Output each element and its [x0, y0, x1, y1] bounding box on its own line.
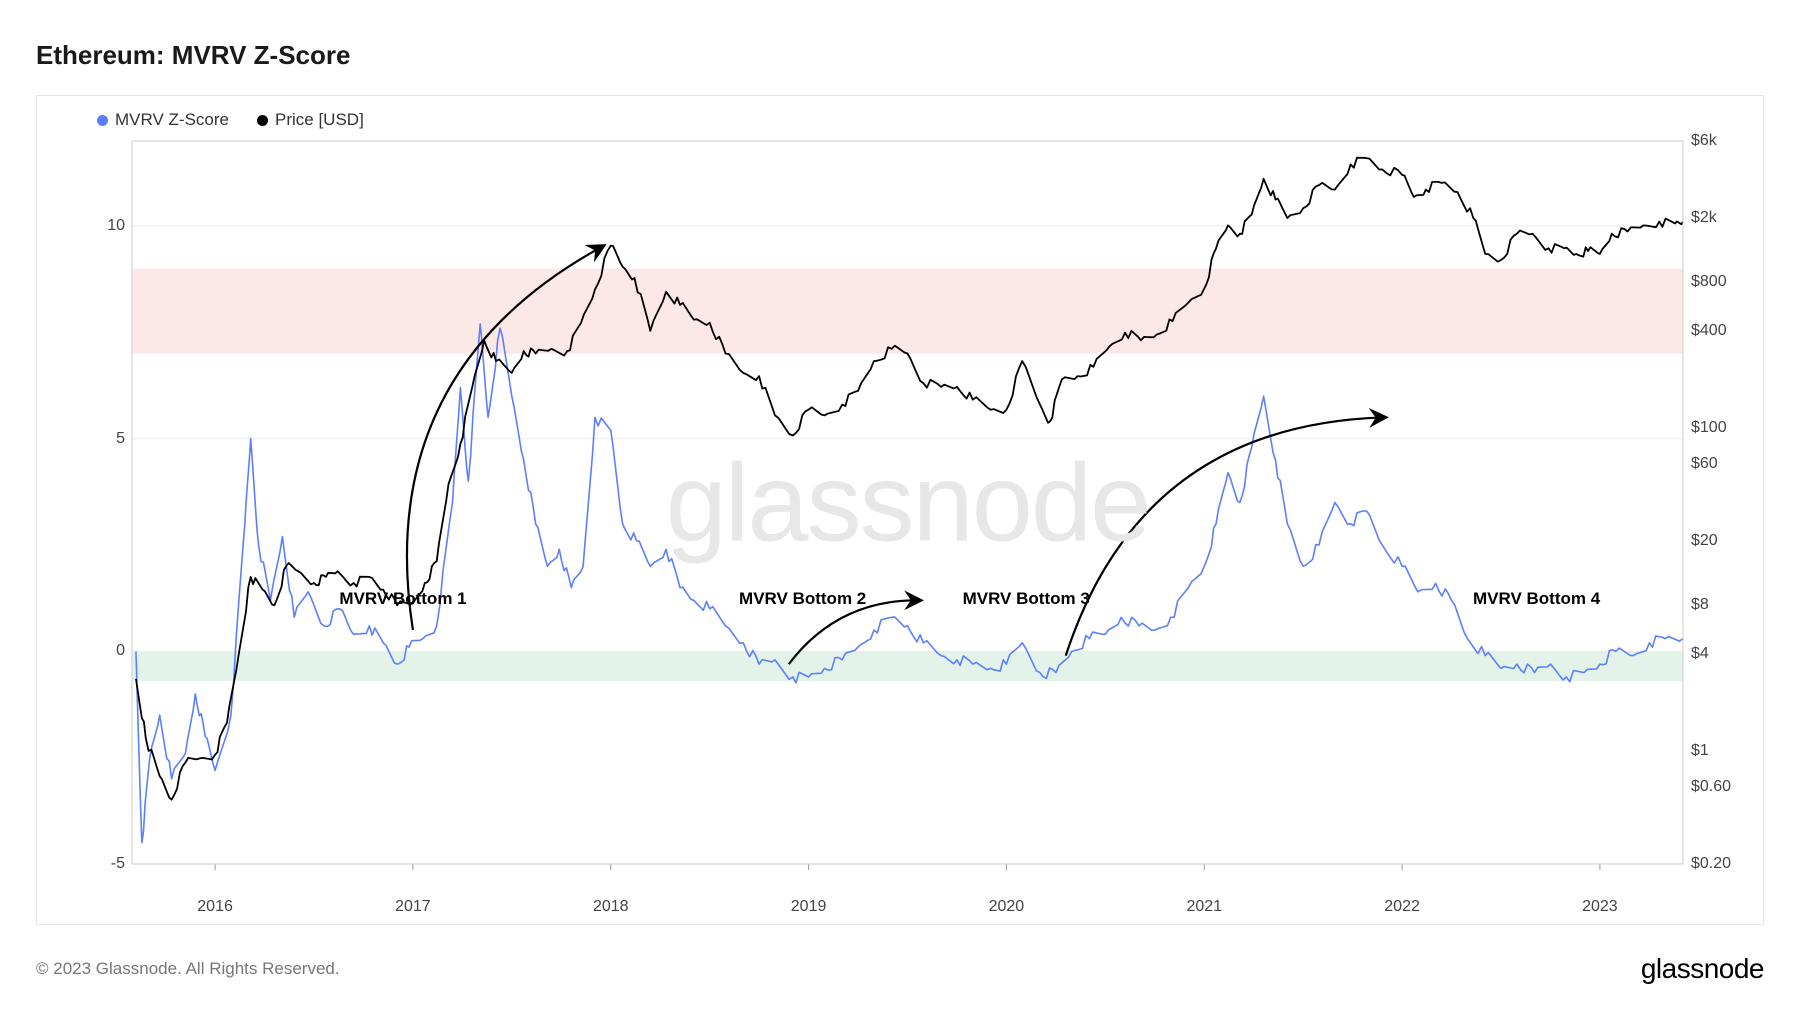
y-right-tick: $400 [1691, 322, 1763, 340]
legend-item-mvrv: MVRV Z-Score [97, 110, 229, 130]
y-left-tick: 10 [37, 217, 125, 235]
copyright-text: © 2023 Glassnode. All Rights Reserved. [36, 959, 340, 979]
y-left-tick: -5 [37, 855, 125, 873]
x-tick: 2020 [989, 898, 1025, 916]
y-right-tick: $4 [1691, 645, 1763, 663]
footer: © 2023 Glassnode. All Rights Reserved. g… [36, 953, 1764, 985]
legend-label-mvrv: MVRV Z-Score [115, 110, 229, 130]
y-right-tick: $20 [1691, 532, 1763, 550]
y-right-tick: $1 [1691, 742, 1763, 760]
x-tick: 2021 [1186, 898, 1222, 916]
chart-svg [132, 141, 1683, 864]
x-tick: 2016 [197, 898, 233, 916]
annotation-label: MVRV Bottom 1 [339, 589, 466, 609]
y-right-tick: $0.20 [1691, 855, 1763, 873]
legend-item-price: Price [USD] [257, 110, 364, 130]
y-right-tick: $0.60 [1691, 778, 1763, 796]
x-tick: 2018 [593, 898, 629, 916]
y-right-tick: $60 [1691, 455, 1763, 473]
y-left-axis-labels: -50510 [37, 141, 125, 864]
annotation-label: MVRV Bottom 3 [963, 589, 1090, 609]
legend-label-price: Price [USD] [275, 110, 364, 130]
plot-area: glassnode MVRV Bottom 1MVRV Bottom 2MVRV… [132, 141, 1683, 864]
y-right-tick: $2k [1691, 209, 1763, 227]
y-right-axis-labels: $0.20$0.60$1$4$8$20$60$100$400$800$2k$6k [1691, 141, 1763, 864]
annotation-label: MVRV Bottom 4 [1473, 589, 1600, 609]
x-tick: 2023 [1582, 898, 1618, 916]
chart-frame: MVRV Z-Score Price [USD] -5 0 5 10 $0.20 $0.… [36, 95, 1764, 925]
y-left-tick: 0 [37, 642, 125, 660]
x-tick: 2022 [1384, 898, 1420, 916]
legend-dot-price [257, 115, 268, 126]
x-tick: 2019 [791, 898, 827, 916]
annotation-label: MVRV Bottom 2 [739, 589, 866, 609]
y-right-tick: $800 [1691, 273, 1763, 291]
y-right-tick: $6k [1691, 132, 1763, 150]
chart-title: Ethereum: MVRV Z-Score [36, 40, 1764, 71]
brand-logo: glassnode [1641, 953, 1764, 985]
y-right-tick: $100 [1691, 419, 1763, 437]
y-right-tick: $8 [1691, 596, 1763, 614]
y-left-tick: 5 [37, 430, 125, 448]
x-tick: 2017 [395, 898, 431, 916]
legend-dot-mvrv [97, 115, 108, 126]
chart-legend: MVRV Z-Score Price [USD] [97, 110, 364, 130]
